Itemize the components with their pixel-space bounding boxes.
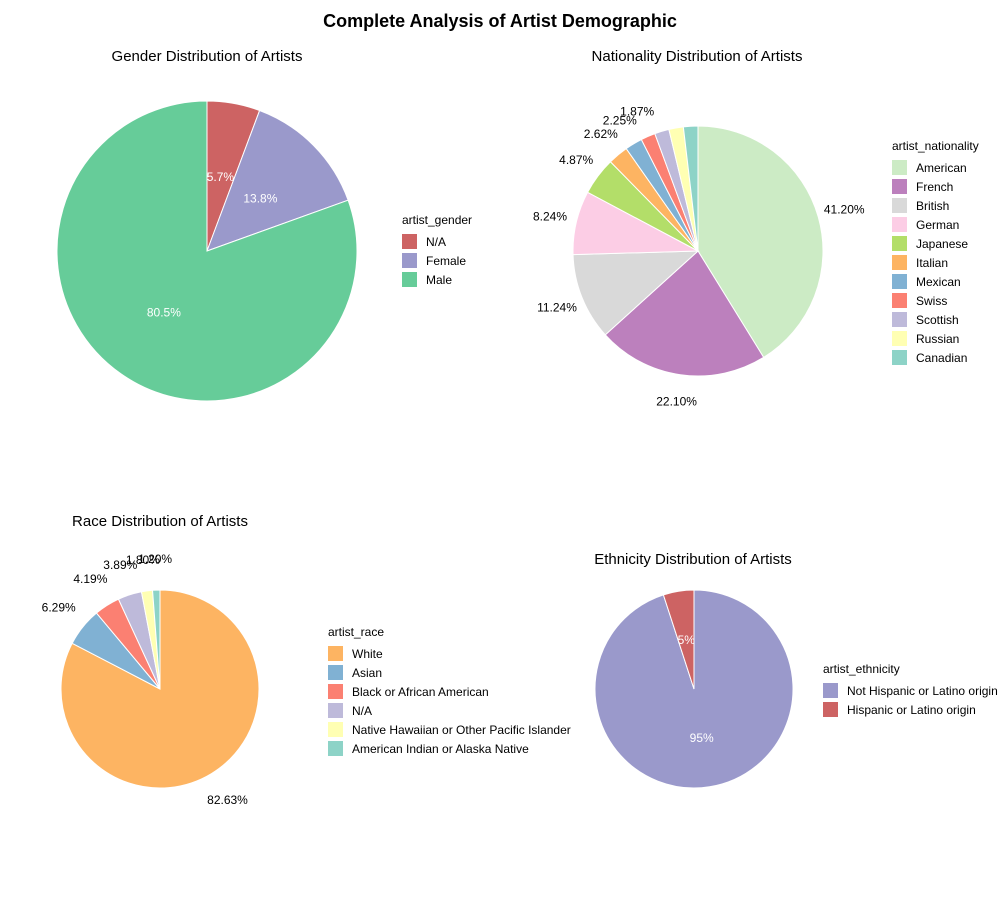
legend-swatch [328, 703, 343, 718]
slice-label: 82.63% [207, 793, 248, 807]
legend-label: British [916, 199, 949, 213]
slice-label: 8.24% [533, 209, 567, 223]
legend-swatch [328, 722, 343, 737]
pie-slice [572, 250, 700, 336]
legend-label: Mexican [916, 275, 961, 289]
legend-label: Not Hispanic or Latino origin [847, 684, 998, 698]
legend-label: Black or African American [352, 685, 489, 699]
legend-swatch [892, 217, 907, 232]
slice-label: 1.80% [126, 553, 160, 567]
chart-title: Nationality Distribution of Artists [592, 48, 803, 65]
legend-swatch [892, 293, 907, 308]
legend-label: American Indian or Alaska Native [352, 742, 529, 756]
pie-slice [206, 109, 349, 252]
legend-label: American [916, 161, 967, 175]
legend-label: Swiss [916, 294, 947, 308]
legend-title: artist_ethnicity [823, 662, 900, 676]
legend-label: N/A [352, 704, 372, 718]
legend-swatch [328, 665, 343, 680]
slice-label: 3.89% [103, 558, 137, 572]
legend-swatch [892, 331, 907, 346]
legend-swatch [892, 312, 907, 327]
legend-title: artist_race [328, 625, 384, 639]
legend-swatch [823, 683, 838, 698]
legend-label: N/A [426, 235, 446, 249]
slice-label: 2.62% [584, 127, 618, 141]
legend-swatch [892, 236, 907, 251]
legend-label: Hispanic or Latino origin [847, 703, 976, 717]
legend-label: Russian [916, 332, 959, 346]
main-title: Complete Analysis of Artist Demographic [323, 11, 677, 31]
legend-swatch [328, 646, 343, 661]
pie-chart-1: Gender Distribution of Artists 5.7% 13.8% 8… [56, 48, 472, 402]
legend-label: Scottish [916, 313, 959, 327]
legend-label: French [916, 180, 953, 194]
legend-swatch [402, 272, 417, 287]
slice-label: 95% [690, 731, 714, 745]
chart-title: Ethnicity Distribution of Artists [594, 551, 792, 568]
pie-slice [604, 250, 765, 377]
legend-swatch [892, 160, 907, 175]
slice-label: 1.20% [138, 552, 172, 566]
pie-chart-3: Race Distribution of Artists 82.63% 6.29% 4… [42, 513, 571, 807]
chart-title: Race Distribution of Artists [72, 513, 248, 530]
legend-swatch [402, 234, 417, 249]
slice-label: 6.29% [42, 601, 76, 615]
legend-swatch [892, 350, 907, 365]
slice-label: 22.10% [656, 395, 697, 409]
slice-label: 2.25% [603, 114, 637, 128]
legend-swatch [328, 741, 343, 756]
slice-label: 41.20% [824, 203, 865, 217]
pie-chart-2: Nationality Distribution of Artists 41.20… [533, 48, 979, 409]
chart-title: Gender Distribution of Artists [112, 48, 303, 65]
slice-label: 11.24% [537, 301, 577, 315]
legend-swatch [892, 274, 907, 289]
pie-slice [152, 589, 161, 690]
legend-title: artist_gender [402, 213, 472, 227]
legend-title: artist_nationality [892, 139, 979, 153]
legend-swatch [892, 179, 907, 194]
pie-slice [662, 589, 695, 690]
pie-slice [682, 125, 699, 252]
legend-swatch [823, 702, 838, 717]
pie-slice [697, 125, 824, 359]
slice-label: 5% [678, 633, 696, 647]
pie-slice [56, 100, 358, 402]
legend-swatch [328, 684, 343, 699]
slice-label: 4.19% [73, 572, 107, 586]
legend-swatch [892, 255, 907, 270]
slice-label: 80.5% [147, 305, 181, 319]
legend-label: White [352, 647, 383, 661]
legend-swatch [892, 198, 907, 213]
legend-label: Canadian [916, 351, 967, 365]
legend-label: Italian [916, 256, 948, 270]
slice-label: 13.8% [243, 191, 277, 205]
legend-label: Male [426, 273, 452, 287]
pie-chart-4: Ethnicity Distribution of Artists 95% 5% ar… [594, 551, 998, 789]
legend-label: German [916, 218, 959, 232]
legend-swatch [402, 253, 417, 268]
legend-label: Native Hawaiian or Other Pacific Islande… [352, 723, 571, 737]
legend-label: Female [426, 254, 466, 268]
slice-label: 1.87% [620, 105, 654, 119]
legend-label: Japanese [916, 237, 968, 251]
slice-label: 5.7% [207, 170, 235, 184]
legend-label: Asian [352, 666, 382, 680]
slice-label: 4.87% [559, 153, 593, 167]
